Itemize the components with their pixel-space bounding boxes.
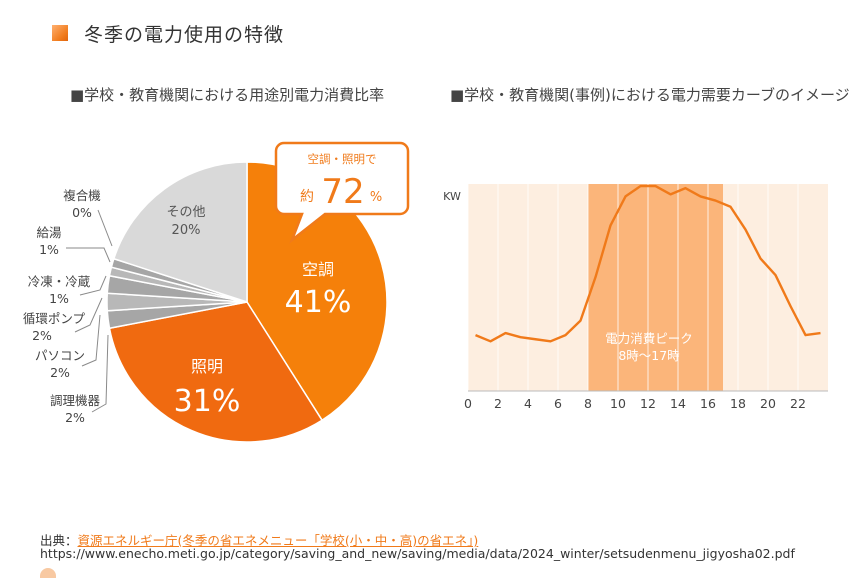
callout-unit: % xyxy=(370,190,382,205)
pie-label-pc: パソコン xyxy=(35,348,85,363)
source-url[interactable]: https://www.enecho.meti.go.jp/category/s… xyxy=(40,546,795,561)
line-chart: KW 0 2 4 6 8 10 12 14 16 18 20 22 電力消費ピーク 8時～17時 xyxy=(443,184,828,411)
pie-value-other: 20% xyxy=(172,223,201,238)
x-tick-22: 22 xyxy=(790,396,806,411)
x-tick-12: 12 xyxy=(640,396,656,411)
peak-label-line2: 8時～17時 xyxy=(618,348,680,363)
x-tick-2: 2 xyxy=(494,396,502,411)
callout-number: 72 xyxy=(321,172,364,212)
x-tick-10: 10 xyxy=(610,396,626,411)
pie-value-pump: 2% xyxy=(32,328,52,343)
pie-label-other: その他 xyxy=(166,205,205,220)
x-tick-labels: 0 2 4 6 8 10 12 14 16 18 20 22 xyxy=(464,396,806,411)
leader-hotwater xyxy=(66,248,110,262)
pie-value-pc: 2% xyxy=(50,365,70,380)
pie-label-pump: 循環ポンプ xyxy=(23,311,86,326)
x-tick-6: 6 xyxy=(554,396,562,411)
pie-label-aircon: 空調 xyxy=(302,260,334,279)
pie-label-cooking: 調理機器 xyxy=(50,393,101,408)
pie-value-mfp: 0% xyxy=(72,205,92,220)
callout-prefix: 約 xyxy=(300,189,314,205)
leader-mfp xyxy=(98,210,112,246)
peak-label-line1: 電力消費ピーク xyxy=(605,331,693,346)
callout-line1: 空調・照明で xyxy=(308,152,377,166)
pie-label-lighting: 照明 xyxy=(191,357,223,376)
x-tick-18: 18 xyxy=(730,396,746,411)
x-tick-20: 20 xyxy=(760,396,776,411)
corner-decoration xyxy=(40,568,56,578)
pie-value-cooking: 2% xyxy=(65,410,85,425)
pie-label-fridge: 冷凍・冷蔵 xyxy=(28,274,91,289)
x-tick-16: 16 xyxy=(700,396,716,411)
x-tick-14: 14 xyxy=(670,396,686,411)
pie-value-lighting: 31% xyxy=(174,384,241,419)
pie-label-hotwater: 給湯 xyxy=(36,225,61,240)
pie-value-aircon: 41% xyxy=(285,285,352,320)
y-axis-label: KW xyxy=(443,190,461,203)
pie-value-fridge: 1% xyxy=(49,291,69,306)
pie-label-mfp: 複合機 xyxy=(63,188,101,203)
x-tick-0: 0 xyxy=(464,396,472,411)
pie-value-hotwater: 1% xyxy=(39,242,59,257)
x-tick-8: 8 xyxy=(584,396,592,411)
x-tick-4: 4 xyxy=(524,396,532,411)
